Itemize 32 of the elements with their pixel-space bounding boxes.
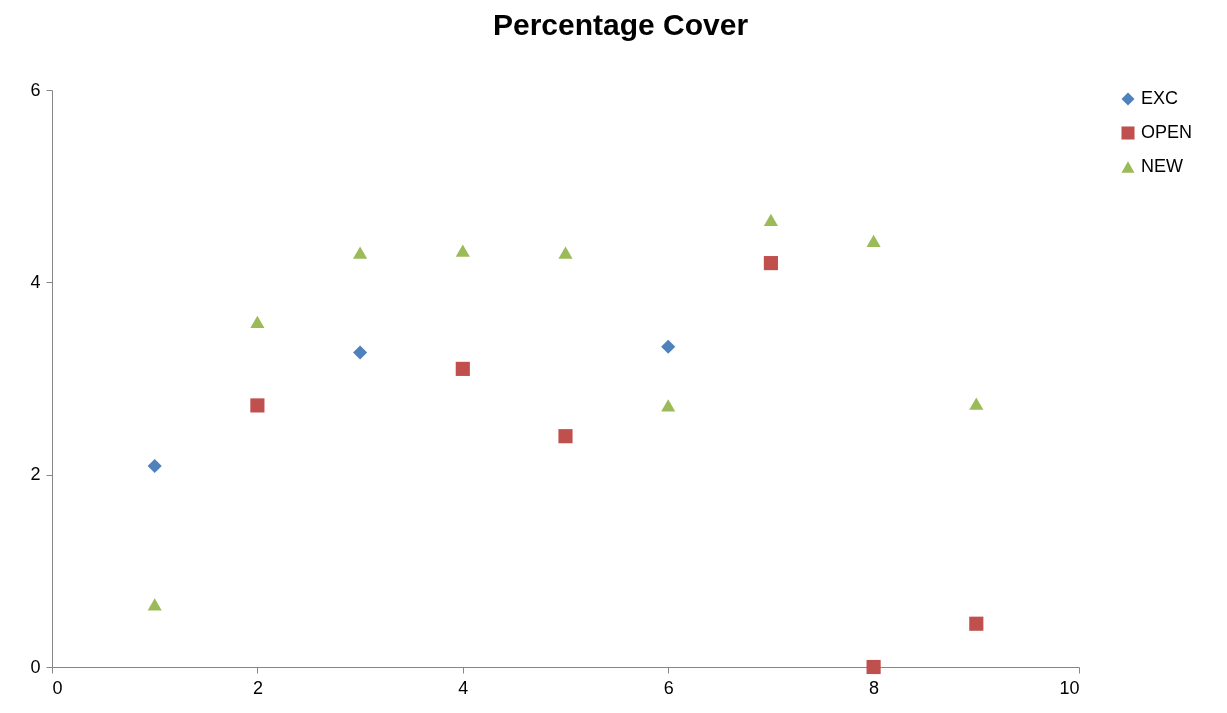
x-tick-label: 10 — [1059, 677, 1080, 698]
legend-label: OPEN — [1141, 122, 1193, 142]
x-tick-label: 0 — [52, 677, 63, 698]
point — [558, 429, 573, 444]
legend-label: NEW — [1141, 156, 1183, 176]
x-tick-label: 2 — [252, 677, 263, 698]
point — [661, 399, 676, 412]
legend-label: EXC — [1141, 88, 1179, 108]
point — [763, 256, 778, 271]
point — [866, 659, 881, 675]
point — [250, 398, 265, 413]
y-tick-label: 0 — [30, 656, 41, 677]
point — [353, 345, 368, 360]
point — [147, 458, 162, 474]
y-tick-label: 6 — [30, 79, 41, 100]
x-tick-label: 8 — [869, 677, 880, 698]
point — [558, 246, 573, 259]
point — [455, 244, 470, 257]
x-tick-label: 4 — [458, 677, 469, 698]
point — [763, 213, 778, 226]
point — [147, 598, 162, 611]
point — [969, 616, 984, 631]
x-tick-label: 6 — [663, 677, 674, 698]
point — [353, 246, 368, 259]
point — [661, 339, 676, 354]
point — [455, 361, 470, 376]
y-tick-label: 4 — [30, 271, 41, 292]
point — [866, 234, 881, 248]
point — [969, 397, 984, 410]
y-tick-label: 2 — [30, 464, 41, 485]
chart-title: Percentage Cover — [492, 8, 749, 41]
point — [250, 315, 265, 328]
